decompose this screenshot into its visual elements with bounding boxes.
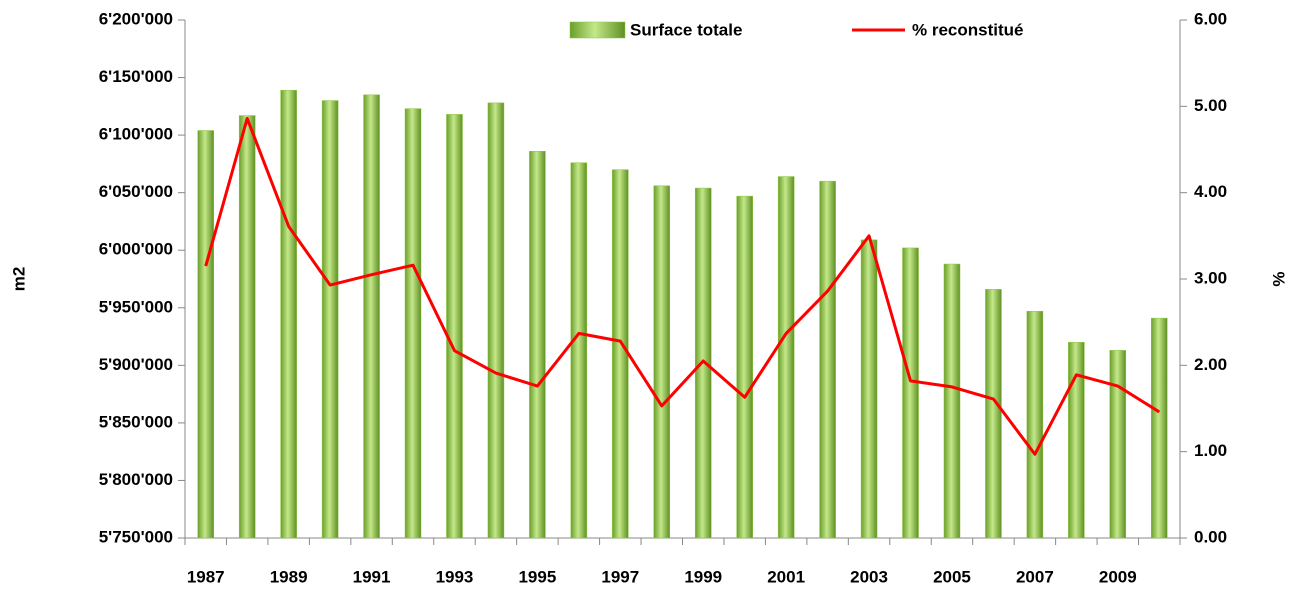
bar bbox=[238, 115, 256, 539]
bar bbox=[529, 150, 546, 539]
bar bbox=[612, 169, 629, 539]
bar bbox=[404, 108, 422, 539]
bar bbox=[487, 102, 505, 539]
y2-tick-label: 4.00 bbox=[1194, 182, 1227, 201]
y2-tick-label: 6.00 bbox=[1194, 9, 1227, 28]
y2-tick-label: 0.00 bbox=[1194, 527, 1227, 546]
y-tick-label: 6'150'000 bbox=[99, 67, 173, 86]
bar bbox=[902, 247, 919, 539]
y-tick-label: 5'900'000 bbox=[99, 355, 173, 374]
bar bbox=[1109, 350, 1127, 539]
bar bbox=[280, 89, 297, 539]
bar bbox=[1151, 317, 1168, 539]
x-tick-label: 2001 bbox=[767, 567, 805, 586]
bar bbox=[321, 100, 339, 539]
x-tick-label: 1995 bbox=[518, 567, 556, 586]
x-tick-label: 1999 bbox=[684, 567, 722, 586]
y-tick-label: 5'950'000 bbox=[99, 297, 173, 316]
bar bbox=[736, 195, 753, 539]
x-tick-label: 2009 bbox=[1099, 567, 1137, 586]
x-tick-label: 2003 bbox=[850, 567, 888, 586]
bar bbox=[777, 176, 795, 539]
x-tick-label: 2005 bbox=[933, 567, 971, 586]
y-tick-label: 6'050'000 bbox=[99, 182, 173, 201]
bar bbox=[363, 94, 380, 539]
line bbox=[204, 116, 1161, 456]
x-tick-label: 1993 bbox=[436, 567, 474, 586]
bar bbox=[985, 289, 1002, 539]
bar bbox=[943, 263, 961, 539]
x-tick-label: 1997 bbox=[601, 567, 639, 586]
bar bbox=[860, 239, 878, 539]
y2-tick-label: 5.00 bbox=[1194, 96, 1227, 115]
y-tick-label: 5'750'000 bbox=[99, 527, 173, 546]
bar bbox=[446, 114, 463, 539]
legend-swatch bbox=[569, 21, 626, 39]
y-tick-label: 5'850'000 bbox=[99, 412, 173, 431]
legend-label: % reconstitué bbox=[912, 20, 1023, 39]
bar bbox=[570, 162, 588, 539]
y2-tick-label: 1.00 bbox=[1194, 441, 1227, 460]
x-tick-label: 1987 bbox=[187, 567, 225, 586]
x-tick-label: 1989 bbox=[270, 567, 308, 586]
x-tick-label: 2007 bbox=[1016, 567, 1054, 586]
legend-label: Surface totale bbox=[630, 20, 742, 39]
bar bbox=[1026, 310, 1044, 539]
y-tick-label: 5'800'000 bbox=[99, 470, 173, 489]
y2-axis-title: % bbox=[1269, 271, 1288, 286]
bar bbox=[653, 185, 671, 539]
bar bbox=[197, 130, 214, 539]
y-tick-label: 6'000'000 bbox=[99, 240, 173, 259]
y-axis-title: m2 bbox=[9, 267, 28, 292]
y-tick-label: 6'200'000 bbox=[99, 9, 173, 28]
y2-tick-label: 2.00 bbox=[1194, 355, 1227, 374]
y-tick-label: 6'100'000 bbox=[99, 125, 173, 144]
bar bbox=[1068, 342, 1085, 539]
y2-tick-label: 3.00 bbox=[1194, 268, 1227, 287]
bar bbox=[819, 180, 836, 539]
x-tick-label: 1991 bbox=[353, 567, 391, 586]
